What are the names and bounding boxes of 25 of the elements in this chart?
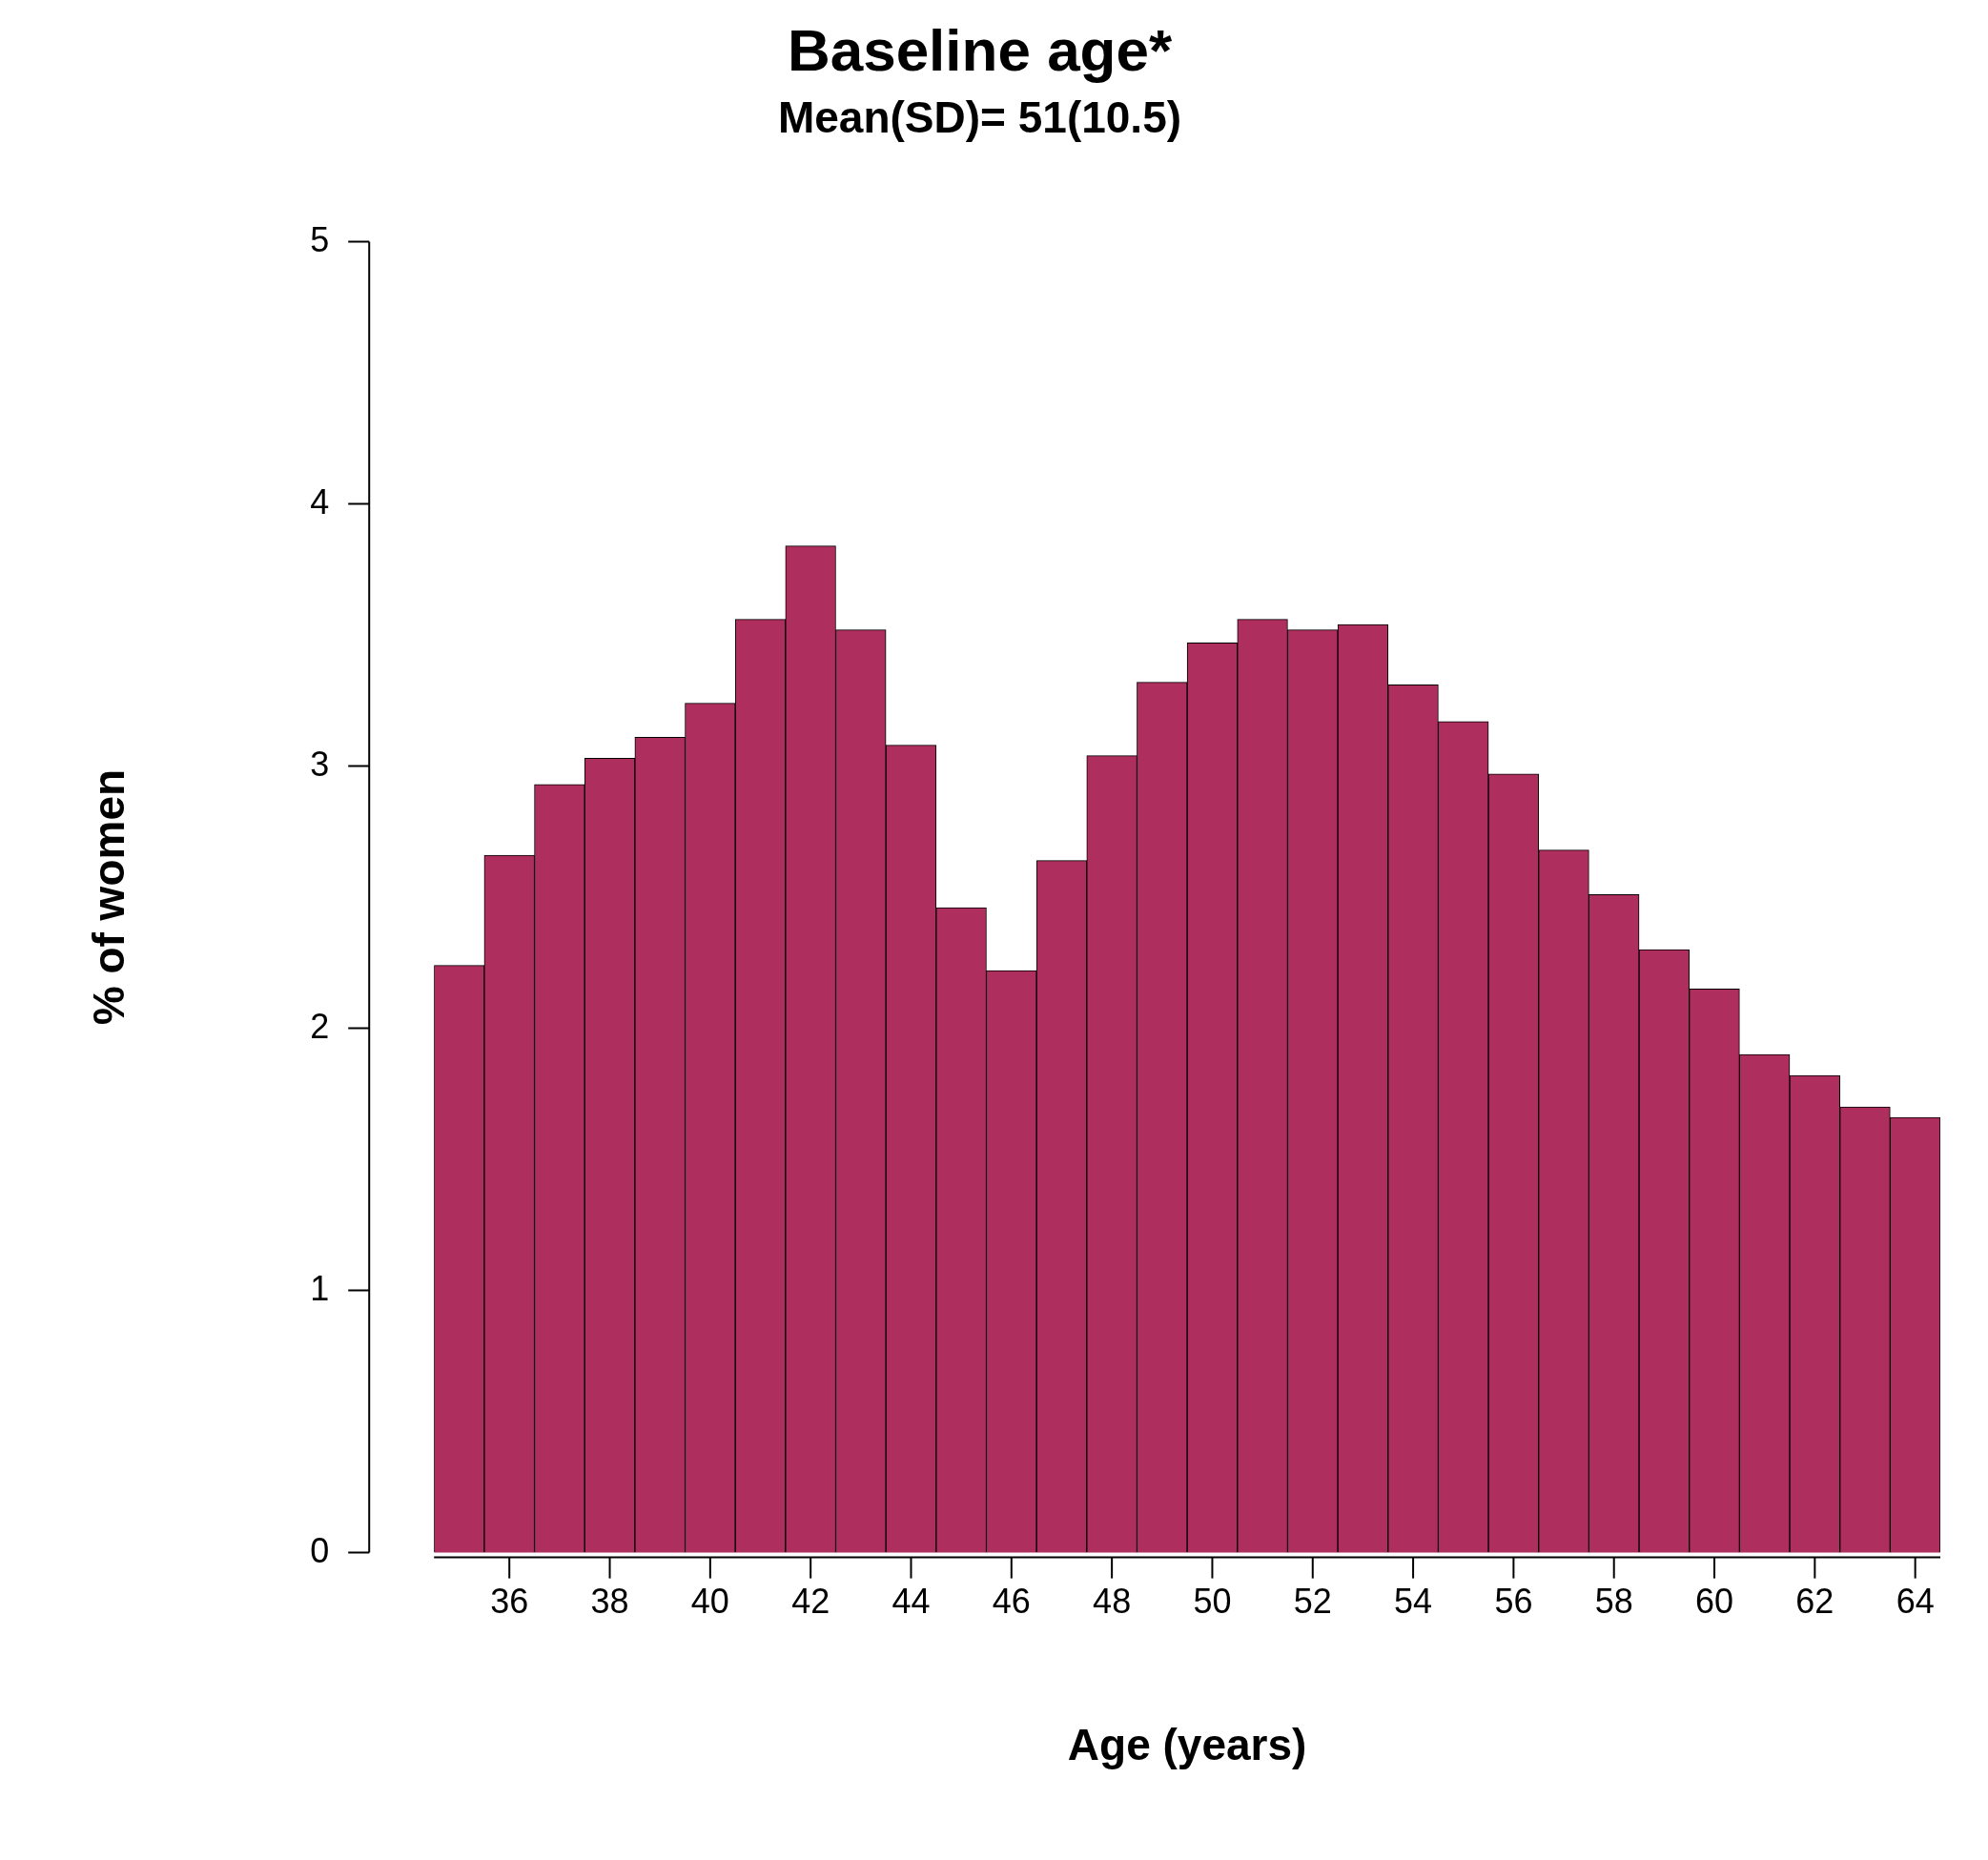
- x-tick-label: 58: [1594, 1582, 1633, 1622]
- x-tick-label: 36: [490, 1582, 529, 1622]
- y-tick-label: 2: [310, 1006, 330, 1046]
- y-tick-label: 3: [310, 744, 330, 784]
- x-tick-label: 44: [892, 1582, 931, 1622]
- x-tick-label: 54: [1394, 1582, 1433, 1622]
- x-tick-label: 56: [1494, 1582, 1533, 1622]
- x-tick-label: 52: [1293, 1582, 1332, 1622]
- x-tick-label: 42: [791, 1582, 830, 1622]
- x-tick-label: 64: [1896, 1582, 1935, 1622]
- y-tick-label: 0: [310, 1530, 330, 1570]
- x-tick-label: 46: [992, 1582, 1031, 1622]
- x-tick-label: 38: [590, 1582, 629, 1622]
- y-tick-label: 5: [310, 219, 330, 259]
- y-tick-label: 1: [310, 1268, 330, 1308]
- chart-title: Baseline age*: [787, 17, 1173, 84]
- x-tick-label: 60: [1695, 1582, 1734, 1622]
- x-tick-label: 40: [690, 1582, 729, 1622]
- chart-subtitle: Mean(SD)= 51(10.5): [777, 92, 1182, 142]
- x-tick-label: 62: [1795, 1582, 1834, 1622]
- y-tick-label: 4: [310, 481, 330, 521]
- y-axis-title: % of women: [84, 768, 134, 1026]
- x-tick-label: 50: [1193, 1582, 1232, 1622]
- x-tick-label: 48: [1093, 1582, 1132, 1622]
- x-axis-title: Age (years): [1067, 1720, 1307, 1770]
